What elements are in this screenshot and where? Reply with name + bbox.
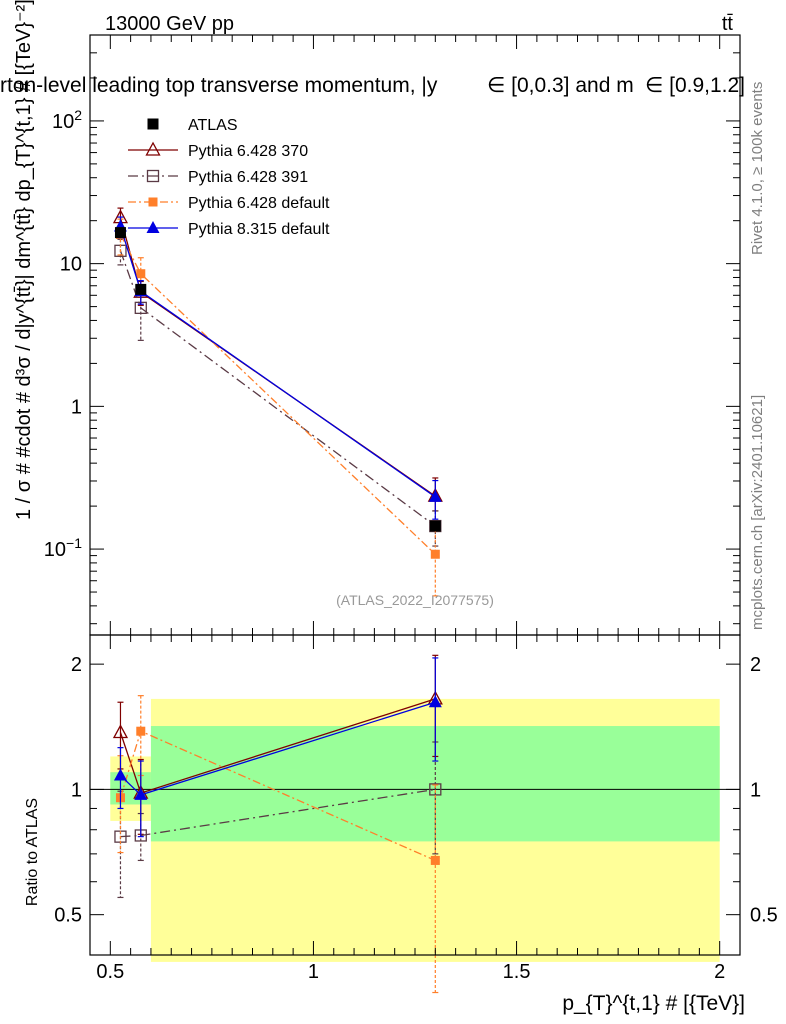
legend-label-pydef: Pythia 6.428 default	[188, 195, 330, 212]
ratio-y-tick-label-right-0.5: 0.5	[750, 905, 778, 927]
main-point-pydef-2	[430, 549, 440, 559]
ratio-point-py8-2	[428, 695, 442, 708]
x-tick-label-1.5: 1.5	[503, 961, 531, 983]
main-point-ATLAS-2	[429, 520, 441, 532]
legend-marker-py370	[145, 141, 161, 156]
main-line-pydef	[119, 234, 436, 555]
ratio-ylabel: Ratio to ATLAS	[24, 798, 41, 906]
ratio-y-tick-label-2: 2	[71, 654, 82, 676]
ratio-axes: 0.5 1 1.5 2 0.5 0.5 1 1 2 2	[54, 634, 778, 983]
main-y-tick-label-1: 1	[71, 396, 82, 418]
ratio-y-tick-label-right-2: 2	[750, 654, 761, 676]
ratio-y-tick-label-right-1: 1	[750, 779, 761, 801]
analysis-tag: (ATLAS_2022_I2077575)	[336, 592, 494, 608]
ratio-point-py391-2	[429, 783, 442, 796]
ratio-point-pydef-2	[430, 855, 440, 865]
ratio-y-tick-label-0.5: 0.5	[54, 905, 82, 927]
ratio-series-layer	[112, 654, 443, 994]
chart-title: rton-level leading top transverse moment…	[0, 74, 438, 97]
chart-title-tail2: ∈ [0.9,1.2]	[645, 74, 745, 97]
legend-marker-py8	[146, 221, 160, 233]
main-point-py8-2	[428, 489, 442, 502]
main-point-ATLAS-0	[114, 227, 126, 239]
main-ylabel: 1 / σ # #cdot # d³σ / d|y^{tt̄}| dm^{tt̄…	[13, 0, 35, 520]
main-line-py391	[119, 250, 436, 527]
main-y-tick-label-0.1: 10−1	[44, 535, 82, 561]
ratio-point-pydef-1	[136, 726, 146, 736]
x-tick-label-2: 2	[714, 961, 725, 983]
main-line-py8	[119, 226, 436, 498]
source-label: mcplots.cern.ch [arXiv:2401.10621]	[749, 395, 766, 630]
x-tick-label-1: 1	[308, 961, 319, 983]
ratio-y-tick-label-1: 1	[71, 779, 82, 801]
legend-label-py391: Pythia 6.428 391	[188, 169, 308, 186]
ratio-panel	[90, 698, 740, 962]
legend: ATLAS Pythia 6.428 370 Pythia 6.428 391 Pyt…	[128, 117, 330, 238]
main-line-py370	[119, 217, 436, 497]
ratio-point-py8-0	[113, 768, 127, 781]
rivet-label: Rivet 4.1.0, ≥ 100k events	[749, 82, 766, 255]
main-point-ATLAS-1	[135, 283, 147, 295]
ratio-point-py8-1	[134, 787, 148, 800]
x-axis-label: p_{T}^{t,1} # [{TeV}]	[562, 992, 745, 1015]
main-y-tick-label-100: 102	[52, 107, 82, 133]
legend-marker-pydef	[148, 197, 158, 207]
header-left: 13000 GeV pp	[105, 13, 234, 35]
main-y-tick-label-10: 10	[60, 254, 82, 276]
legend-label-ATLAS: ATLAS	[188, 117, 238, 134]
x-tick-label-0.5: 0.5	[96, 961, 124, 983]
chart-title-tail: ∈ [0,0.3] and m	[487, 74, 634, 97]
header-right: tt̄	[722, 13, 734, 35]
main-point-pydef-1	[136, 269, 146, 279]
legend-label-py8: Pythia 8.315 default	[188, 221, 330, 238]
legend-marker-ATLAS	[147, 118, 159, 130]
main-series-layer	[112, 207, 443, 597]
legend-marker-py391	[146, 169, 160, 183]
ratio-point-py370-0	[112, 724, 129, 739]
legend-label-py370: Pythia 6.428 370	[188, 143, 308, 160]
